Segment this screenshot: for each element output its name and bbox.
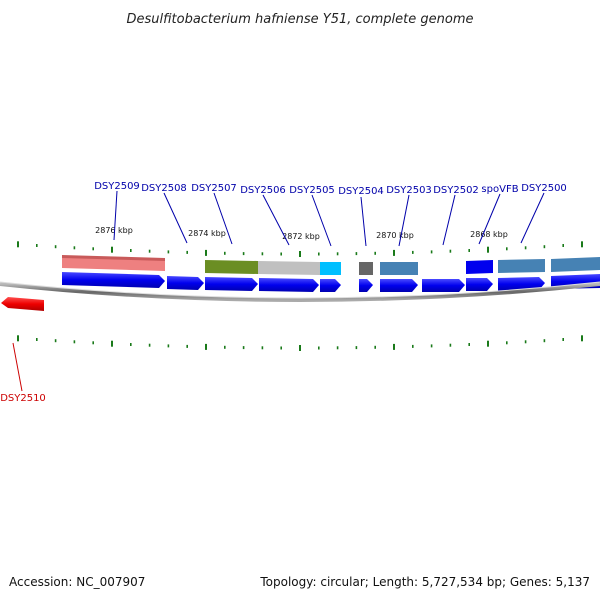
leader-dsy2502 bbox=[442, 194, 456, 246]
page-title: Desulfitobacterium hafniense Y51, comple… bbox=[126, 12, 473, 27]
label-leader-lines bbox=[12, 190, 545, 392]
cds-dsy2508 bbox=[167, 276, 204, 290]
gene-labels: DSY2509 DSY2508 DSY2507 DSY2506 DSY2505 … bbox=[0, 181, 567, 404]
cog-color-track bbox=[62, 255, 600, 275]
gene-label-dsy2507[interactable]: DSY2507 bbox=[191, 183, 237, 194]
genome-backbone bbox=[0, 282, 600, 302]
gene-label-dsy2502[interactable]: DSY2502 bbox=[433, 185, 479, 196]
gene-label-dsy2510[interactable]: DSY2510 bbox=[0, 393, 46, 404]
leader-dsy2506 bbox=[262, 194, 290, 246]
cog-bar-next bbox=[551, 257, 600, 272]
cog-bar-spovfb bbox=[466, 260, 493, 274]
gene-label-dsy2506[interactable]: DSY2506 bbox=[240, 185, 286, 196]
cog-bar-dsy2506 bbox=[258, 261, 320, 275]
cog-bar-dsy2505 bbox=[320, 262, 341, 275]
cds-dsy2505 bbox=[320, 279, 341, 292]
accession-text: Accession: NC_007907 bbox=[9, 575, 145, 589]
gene-label-spovfb[interactable]: spoVFB bbox=[481, 184, 518, 195]
tick-marks-top bbox=[17, 241, 583, 257]
leader-dsy2500 bbox=[520, 192, 545, 244]
gene-label-dsy2504[interactable]: DSY2504 bbox=[338, 186, 384, 197]
leader-dsy2509 bbox=[113, 190, 118, 241]
kbp-label-2868: 2868 kbp bbox=[470, 230, 508, 239]
leader-dsy2505 bbox=[311, 194, 332, 247]
gene-label-dsy2508[interactable]: DSY2508 bbox=[141, 183, 187, 194]
kbp-label-2874: 2874 kbp bbox=[188, 229, 226, 238]
cds-dsy2504 bbox=[359, 279, 373, 292]
genome-summary-text: Topology: circular; Length: 5,727,534 bp… bbox=[259, 575, 590, 589]
leader-dsy2504 bbox=[360, 196, 367, 247]
leader-dsy2507 bbox=[213, 192, 233, 245]
cds-dsy2510 bbox=[1, 297, 44, 311]
cds-dsy2500 bbox=[498, 277, 545, 291]
cog-bar-dsy2507 bbox=[205, 260, 258, 274]
reverse-cds-track bbox=[1, 297, 44, 311]
cds-spovfb bbox=[466, 278, 493, 291]
cds-dsy2503 bbox=[380, 279, 418, 292]
cds-dsy2502 bbox=[422, 279, 465, 292]
cog-bar-dsy2503 bbox=[380, 262, 418, 275]
cds-dsy2507 bbox=[205, 277, 258, 291]
cog-bar-dsy2504 bbox=[359, 262, 373, 275]
cds-dsy2509 bbox=[62, 272, 165, 288]
cds-dsy2506 bbox=[259, 278, 319, 292]
leader-dsy2510 bbox=[12, 342, 23, 392]
gene-label-dsy2500[interactable]: DSY2500 bbox=[521, 183, 567, 194]
leader-dsy2503 bbox=[398, 194, 410, 247]
genome-backbone-highlight bbox=[0, 281, 600, 299]
leader-dsy2508 bbox=[163, 192, 188, 244]
tick-marks-bottom bbox=[17, 335, 583, 351]
kbp-label-2872: 2872 kbp bbox=[282, 232, 320, 241]
leader-spovfb bbox=[478, 193, 501, 245]
kbp-label-2876: 2876 kbp bbox=[95, 226, 133, 235]
gene-label-dsy2505[interactable]: DSY2505 bbox=[289, 185, 335, 196]
kbp-labels: 2876 kbp 2874 kbp 2872 kbp 2870 kbp 2868… bbox=[95, 226, 508, 241]
kbp-label-2870: 2870 kbp bbox=[376, 231, 414, 240]
cog-bar-dsy2509-top bbox=[62, 255, 165, 261]
gene-label-dsy2503[interactable]: DSY2503 bbox=[386, 185, 432, 196]
gene-label-dsy2509[interactable]: DSY2509 bbox=[94, 181, 140, 192]
cog-bar-dsy2500 bbox=[498, 259, 545, 273]
